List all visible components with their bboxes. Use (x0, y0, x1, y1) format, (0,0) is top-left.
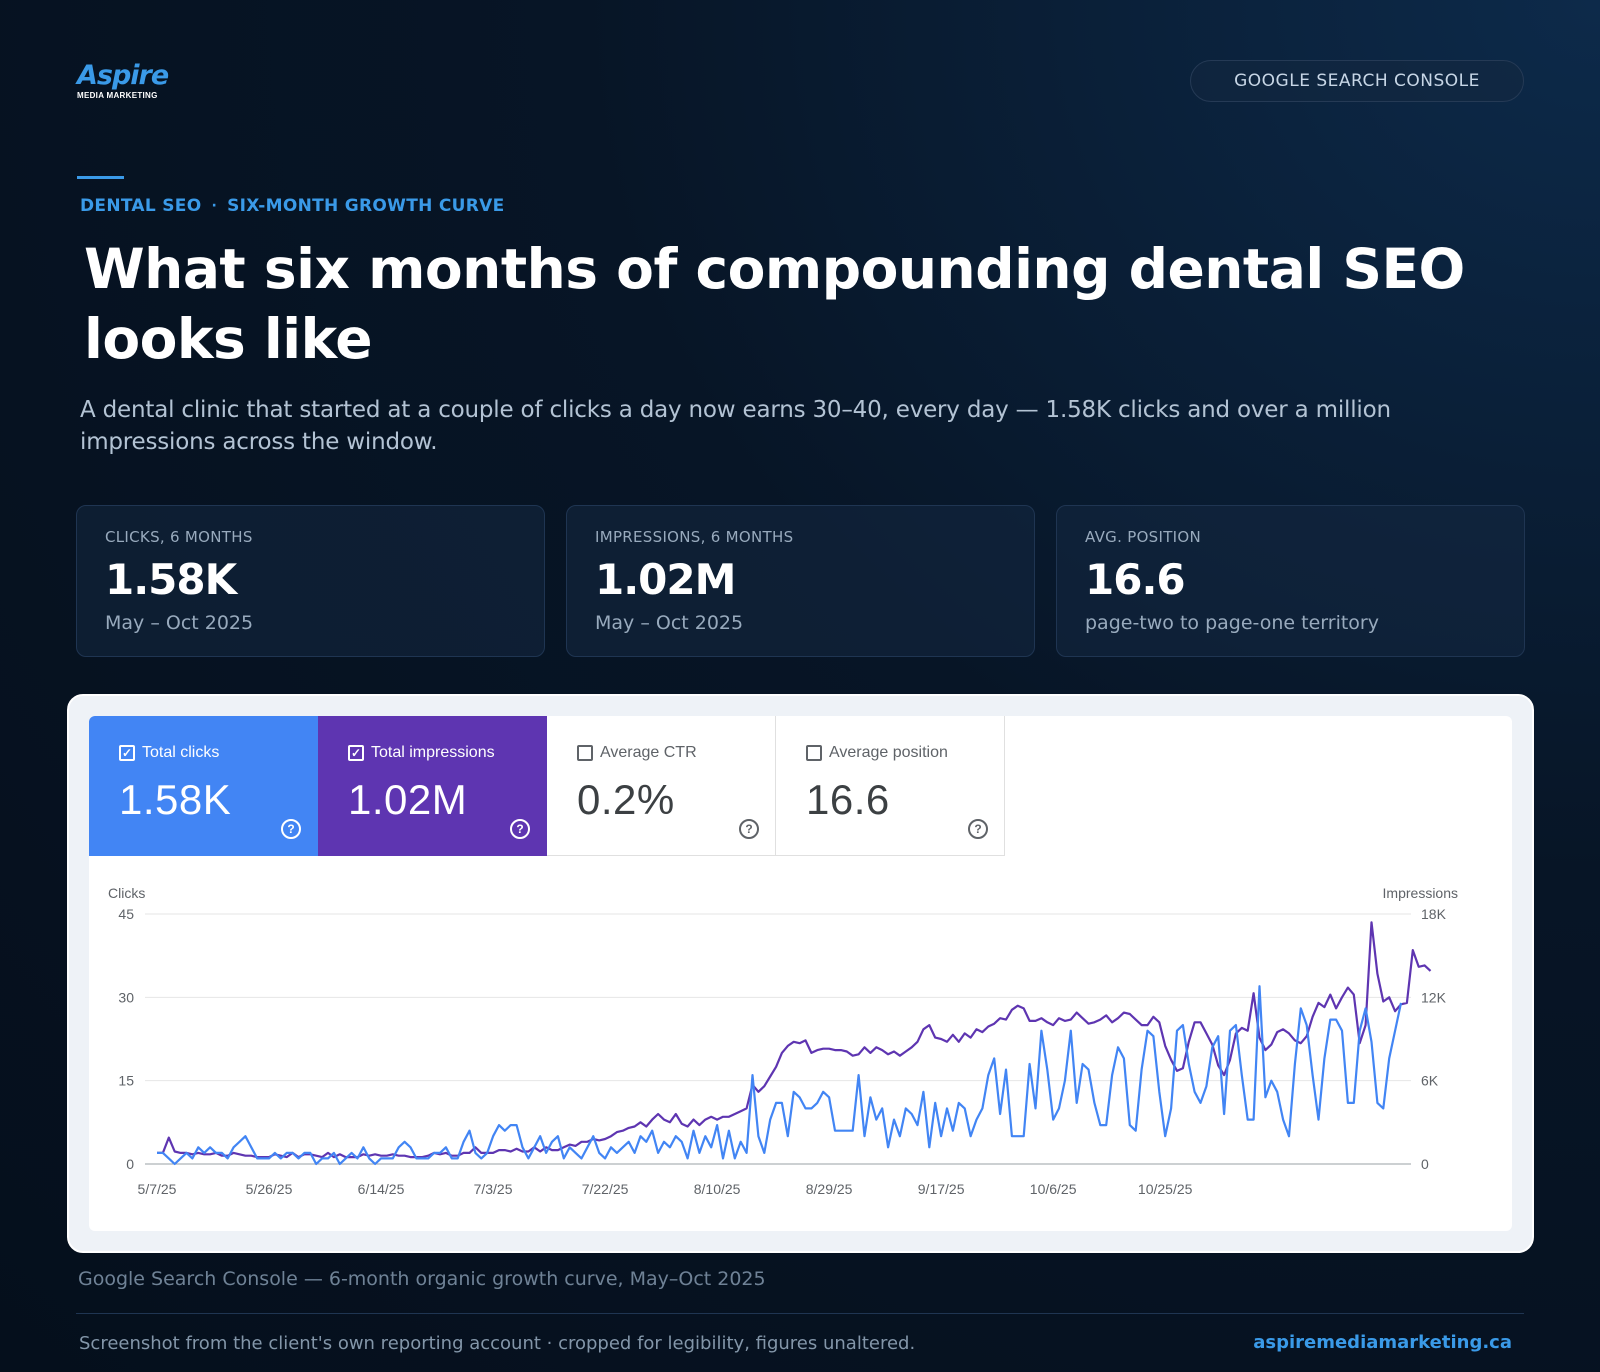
kicker-category: DENTAL SEO (80, 196, 202, 216)
metric-tile-header: ✓ Total impressions (348, 744, 516, 762)
metric-label: Total impressions (371, 744, 495, 761)
stat-label: IMPRESSIONS, 6 MONTHS (595, 528, 794, 546)
source-badge: GOOGLE SEARCH CONSOLE (1190, 60, 1524, 102)
x-tick-label: 8/10/25 (694, 1181, 741, 1197)
kicker-topic: SIX-MONTH GROWTH CURVE (227, 196, 505, 216)
stat-value: 1.58K (105, 555, 237, 604)
footer-divider (76, 1313, 1524, 1314)
metric-label: Average CTR (600, 744, 697, 761)
footnote: Screenshot from the client's own reporti… (79, 1333, 916, 1354)
clicks-line (157, 985, 1403, 1166)
stat-label: CLICKS, 6 MONTHS (105, 528, 253, 546)
page-title: What six months of compounding dental SE… (84, 237, 1465, 371)
impressions-line (157, 921, 1432, 1159)
metric-label: Average position (829, 744, 948, 761)
logo-tagline: MEDIA MARKETING (77, 91, 158, 100)
y-tick-label-right: 18K (1421, 906, 1447, 922)
stat-label: AVG. POSITION (1085, 528, 1202, 546)
stat-subtext: May – Oct 2025 (105, 612, 254, 634)
y-tick-label-left: 15 (118, 1073, 134, 1089)
logo-wordmark: Aspire (77, 60, 169, 91)
metric-tile-total-clicks[interactable]: ✓ Total clicks 1.58K ? (89, 716, 318, 856)
y-axis-label-right: Impressions (1383, 885, 1458, 901)
performance-chart: 0 0 15 6K 30 12K 45 18K Clicks Impressions 5/7/25 5… (108, 885, 1458, 1197)
metric-tile-header: Average CTR (577, 744, 745, 762)
checkbox-unchecked-icon[interactable] (806, 745, 822, 761)
metric-label: Total clicks (142, 744, 220, 761)
checkbox-unchecked-icon[interactable] (577, 745, 593, 761)
metric-value: 1.58K (119, 776, 232, 823)
stat-value: 1.02M (595, 555, 736, 604)
checkbox-checked-icon[interactable]: ✓ (348, 745, 364, 761)
y-tick-label-right: 0 (1421, 1156, 1429, 1172)
y-axis-label-left: Clicks (108, 885, 145, 901)
figure-caption: Google Search Console — 6-month organic … (78, 1268, 766, 1290)
stat-cards: CLICKS, 6 MONTHS 1.58K May – Oct 2025 IM… (76, 505, 1525, 657)
page-subtitle: A dental clinic that started at a couple… (80, 397, 1391, 455)
metric-tile-total-impressions[interactable]: ✓ Total impressions 1.02M ? (318, 716, 547, 856)
help-icon[interactable]: ? (739, 819, 759, 839)
metric-value: 16.6 (806, 776, 890, 823)
x-tick-label: 5/26/25 (246, 1181, 293, 1197)
gsc-performance-panel: ✓ Total clicks 1.58K ? ✓ Total impressio… (89, 716, 1512, 1231)
y-tick-label-left: 45 (118, 906, 134, 922)
help-icon[interactable]: ? (510, 819, 530, 839)
x-tick-label: 7/22/25 (582, 1181, 629, 1197)
x-tick-label: 6/14/25 (358, 1181, 405, 1197)
x-tick-label: 8/29/25 (806, 1181, 853, 1197)
x-tick-label: 5/7/25 (138, 1181, 177, 1197)
kicker-separator: · (211, 198, 218, 214)
y-tick-label-right: 6K (1421, 1073, 1439, 1089)
stat-subtext: page-two to page-one territory (1085, 612, 1379, 634)
y-tick-label-right: 12K (1421, 989, 1447, 1005)
y-tick-label-left: 30 (118, 989, 134, 1005)
metric-tile-average-position[interactable]: Average position 16.6 ? (776, 716, 1005, 856)
accent-bar (77, 176, 124, 179)
aspire-logo: Aspire MEDIA MARKETING (77, 60, 169, 101)
gsc-screenshot-frame: ✓ Total clicks 1.58K ? ✓ Total impressio… (67, 694, 1534, 1253)
stat-subtext: May – Oct 2025 (595, 612, 744, 634)
help-icon[interactable]: ? (968, 819, 988, 839)
x-tick-label: 9/17/25 (918, 1181, 965, 1197)
stat-value: 16.6 (1085, 555, 1186, 604)
metric-tile-header: ✓ Total clicks (119, 744, 287, 762)
stat-card-clicks: CLICKS, 6 MONTHS 1.58K May – Oct 2025 (76, 505, 545, 657)
website-link[interactable]: aspiremediamarketing.ca (1253, 1332, 1512, 1353)
help-icon[interactable]: ? (281, 819, 301, 839)
metric-value: 0.2% (577, 776, 675, 823)
y-tick-label-left: 0 (126, 1156, 134, 1172)
x-tick-label: 10/6/25 (1030, 1181, 1077, 1197)
kicker: DENTAL SEO · SIX-MONTH GROWTH CURVE (80, 196, 505, 216)
x-tick-label: 10/25/25 (1138, 1181, 1193, 1197)
metric-tile-header: Average position (806, 744, 974, 762)
metric-tile-average-ctr[interactable]: Average CTR 0.2% ? (547, 716, 776, 856)
checkbox-checked-icon[interactable]: ✓ (119, 745, 135, 761)
stat-card-position: AVG. POSITION 16.6 page-two to page-one … (1056, 505, 1525, 657)
metric-tiles: ✓ Total clicks 1.58K ? ✓ Total impressio… (89, 716, 1512, 856)
x-tick-label: 7/3/25 (474, 1181, 513, 1197)
stat-card-impressions: IMPRESSIONS, 6 MONTHS 1.02M May – Oct 20… (566, 505, 1035, 657)
metric-value: 1.02M (348, 776, 468, 823)
